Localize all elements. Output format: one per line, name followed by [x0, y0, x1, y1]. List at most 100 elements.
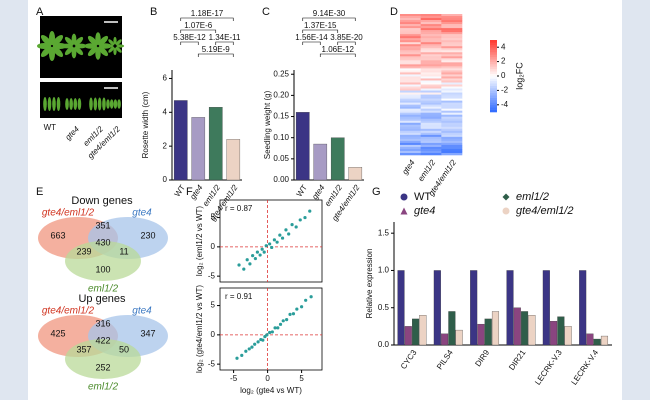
leaf — [40, 46, 52, 58]
heatmap-cell — [441, 106, 463, 109]
point — [272, 238, 276, 242]
p-value: 1.56E-14 — [295, 33, 328, 42]
heatmap-cell — [400, 32, 421, 35]
set-label: eml1/2 — [88, 382, 118, 393]
heatmap-cell — [400, 44, 421, 47]
heatmap-cell — [441, 150, 463, 154]
heatmap-cell — [420, 94, 442, 97]
heatmap-cell — [400, 26, 421, 29]
correlation: r = 0.91 — [225, 292, 253, 301]
heatmap-cell — [441, 18, 463, 21]
colorbar-step — [490, 42, 497, 46]
heatmap-cell — [441, 40, 463, 43]
panel-label: C — [262, 6, 270, 18]
leaf — [77, 98, 82, 110]
leaf — [108, 39, 115, 46]
leaf — [56, 97, 61, 111]
set-label: gte4/eml1/2 — [42, 208, 95, 219]
heatmap-cell — [420, 118, 442, 122]
point — [295, 307, 299, 311]
heatmap-cell — [441, 126, 463, 130]
heatmap-cell — [441, 130, 463, 134]
bar — [484, 318, 492, 346]
point — [303, 215, 307, 220]
point — [248, 262, 252, 266]
heatmap-cell — [420, 64, 442, 67]
set-label: eml1/2 — [88, 284, 118, 295]
heatmap-cell — [441, 28, 463, 31]
heatmap-cell — [441, 34, 463, 37]
venn-count: 252 — [95, 362, 110, 372]
heatmap-cell — [441, 84, 463, 87]
set-label: gte4 — [132, 208, 152, 219]
colorbar-label: log₂FC — [514, 62, 524, 90]
heatmap-cell — [420, 90, 442, 93]
heatmap-cell — [441, 30, 463, 33]
heatmap-cell — [420, 98, 442, 101]
heatmap-cell — [400, 74, 421, 77]
heatmap-cell — [400, 102, 421, 105]
venn-count: 422 — [95, 335, 110, 345]
bar — [564, 326, 572, 346]
p-value: 1.34E-11 — [209, 33, 241, 42]
heatmap-cell — [400, 144, 421, 148]
point — [255, 250, 259, 254]
heatmap-cell — [441, 82, 463, 85]
p-value: 1.37E-15 — [304, 21, 337, 30]
heatmap-cell — [420, 112, 442, 116]
y-axis-label: Rosette width (cm) — [141, 91, 150, 158]
leaf — [105, 44, 114, 48]
heatmap-cell — [400, 54, 421, 57]
heatmap-cell — [441, 132, 463, 136]
heatmap-cell — [441, 92, 463, 95]
heatmap-cell — [441, 56, 463, 59]
panel-label: E — [36, 186, 43, 198]
heatmap-cell — [400, 90, 421, 93]
y-axis-label: Seedling weight (g) — [263, 90, 272, 159]
colorbar-step — [490, 107, 497, 110]
heatmap-cell — [400, 64, 421, 67]
leaf — [115, 46, 122, 53]
colorbar-step — [490, 47, 497, 50]
bar — [470, 270, 478, 346]
set-label: gte4/eml1/2 — [42, 306, 95, 317]
bar — [173, 100, 188, 181]
point — [288, 312, 292, 316]
y-tick-label: 6 — [163, 74, 168, 83]
heatmap-cell — [400, 58, 421, 61]
heatmap-cell — [420, 104, 442, 107]
bar — [448, 311, 456, 346]
heatmap-cell — [400, 94, 421, 97]
bar — [313, 143, 328, 181]
venn-count: 351 — [95, 220, 110, 230]
heatmap-cell — [400, 98, 421, 101]
leaf — [108, 46, 115, 53]
heatmap-cell — [420, 34, 442, 37]
y-tick-label: 0.25 — [273, 69, 289, 78]
leaf — [109, 99, 114, 109]
heatmap-cell — [420, 36, 442, 39]
p-value: 3.85E-20 — [330, 33, 363, 42]
heatmap-cell — [420, 114, 442, 118]
y-tick-label: 0 — [211, 242, 216, 251]
heatmap-cell — [420, 54, 442, 57]
heatmap-cell — [400, 48, 421, 51]
heatmap-cell — [420, 124, 442, 128]
heatmap-cell — [420, 74, 442, 77]
heatmap-cell — [400, 18, 421, 21]
bar — [593, 338, 601, 346]
heatmap-cell — [420, 14, 442, 17]
colorbar-step — [490, 73, 497, 77]
bar — [579, 270, 587, 346]
heatmap-cell — [420, 82, 442, 85]
heatmap-cell — [400, 116, 421, 120]
heatmap-cell — [400, 146, 421, 150]
colorbar-step — [490, 104, 497, 108]
heatmap-cell — [441, 60, 463, 63]
heatmap-cell — [420, 62, 442, 65]
bar — [477, 323, 485, 346]
heatmap-cell — [400, 108, 421, 111]
heatmap-cell — [441, 128, 463, 132]
heatmap-cell — [400, 142, 421, 146]
bar — [295, 112, 310, 181]
